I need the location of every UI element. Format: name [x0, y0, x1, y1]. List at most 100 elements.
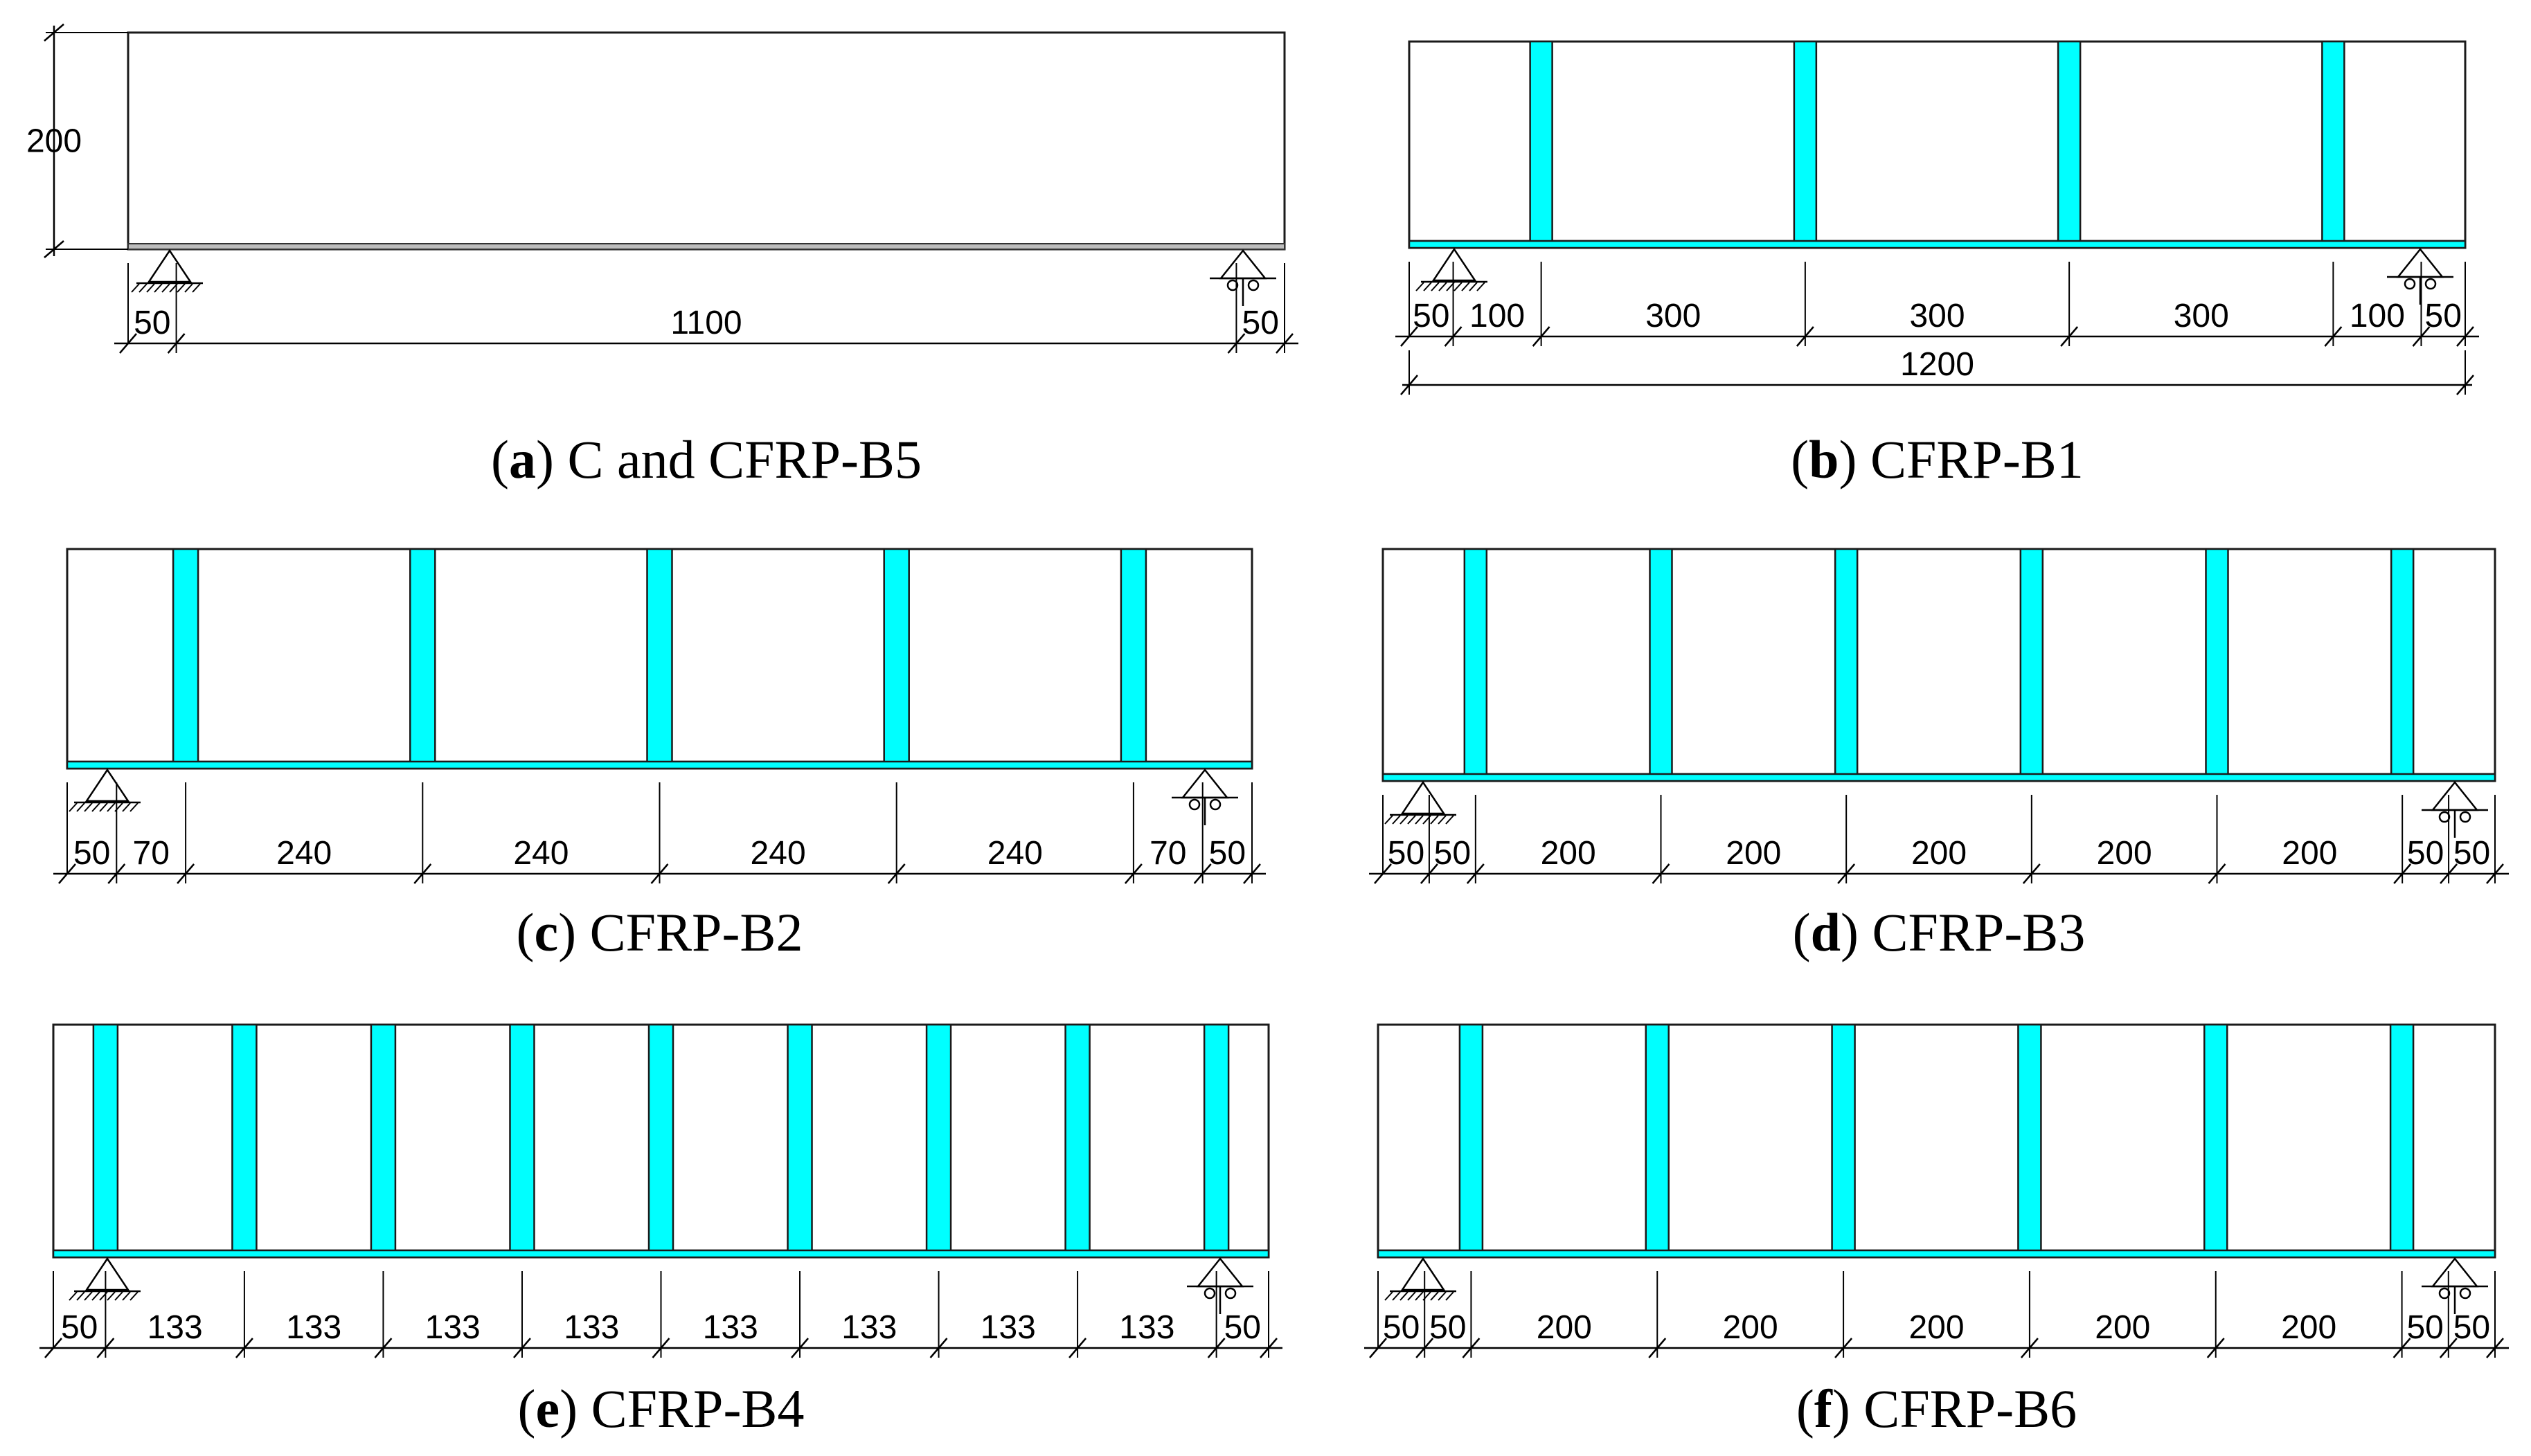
panel-caption: (b) CFRP-B1 — [1791, 429, 2084, 489]
dimension-label: 200 — [1723, 1309, 1778, 1346]
roller-support-icon — [2422, 780, 2488, 838]
cfrp-strip — [1458, 1023, 1484, 1259]
dimension-label: 133 — [1119, 1309, 1174, 1346]
dimension-label: 50 — [1434, 835, 1471, 872]
dimension-label: 100 — [1469, 298, 1525, 334]
cfrp-strip — [2057, 40, 2082, 249]
dimension-label: 50 — [73, 835, 110, 872]
dimension-label: 200 — [2281, 1309, 2336, 1346]
dimension-label: 50 — [61, 1309, 98, 1346]
cfrp-strip — [1203, 1023, 1230, 1259]
dimension-label: 50 — [2407, 835, 2444, 872]
roller-support-icon — [1210, 249, 1276, 306]
beam-outline — [1377, 1023, 2496, 1259]
dimension-label: 240 — [751, 835, 806, 872]
dimension-label: 133 — [147, 1309, 203, 1346]
dimension-label: 240 — [513, 835, 569, 872]
beam-outline — [1381, 548, 2496, 782]
dimension-tick — [44, 24, 64, 42]
caption-letter: c — [535, 902, 559, 962]
pin-support-icon — [1415, 247, 1487, 291]
roller-support-icon — [1172, 768, 1238, 825]
bottom-reinforcement — [127, 243, 1285, 250]
panel-c: 50 70 240 240 240 240 70 50 (c) CFRP-B2 — [53, 548, 1266, 962]
panel-a: 50 1100 50 200 (a) C and CFRP-B5 — [26, 24, 1298, 489]
dimension-label: 200 — [1908, 1309, 1964, 1346]
dimension-label: 133 — [425, 1309, 481, 1346]
panel-d: 50 50 200 200 200 200 200 50 50(d) CFRP-B3 — [1369, 548, 2509, 962]
cfrp-strip — [370, 1023, 397, 1259]
pin-support-icon — [69, 768, 141, 812]
dimension-tick — [44, 240, 64, 258]
dimension-label: 50 — [2453, 1309, 2490, 1346]
dimension-label: 300 — [2174, 298, 2229, 334]
cfrp-strip — [2389, 1023, 2415, 1259]
caption-letter: f — [1814, 1378, 1833, 1439]
dimension-label: 200 — [1726, 835, 1781, 872]
panel-b: 50 100 300 300 300 100 50 1200 (b) CFRP-B1 — [1395, 40, 2479, 489]
dimension-label: 50 — [2406, 1309, 2443, 1346]
panel-caption: (a) C and CFRP-B5 — [491, 429, 922, 489]
cfrp-strip — [409, 548, 436, 770]
dimension-label: 1100 — [670, 305, 742, 341]
dimension-label: 300 — [1645, 298, 1701, 334]
dimension-label: 200 — [1911, 835, 1967, 872]
cfrp-strip — [1834, 548, 1859, 782]
dimension-label: 50 — [2425, 298, 2462, 334]
cfrp-strip — [1064, 1023, 1091, 1259]
pin-support-icon — [131, 249, 203, 293]
dimension-label: 100 — [2350, 298, 2405, 334]
dimension-label: 50 — [2453, 835, 2490, 872]
dimension-label: 50 — [1383, 1309, 1420, 1346]
cfrp-strip — [1793, 40, 1818, 249]
bottom-cfrp-band-overlay — [66, 760, 1253, 770]
cfrp-strip — [647, 1023, 674, 1259]
caption-letter: a — [509, 429, 536, 489]
cfrp-strip — [1463, 548, 1488, 782]
panel-caption: (d) CFRP-B3 — [1793, 902, 2086, 962]
dimension-label: 70 — [1150, 835, 1186, 872]
dimension-label: 200 — [2095, 1309, 2150, 1346]
dimension-label: 70 — [133, 835, 170, 872]
pin-support-icon — [1384, 1257, 1456, 1301]
dimension-label: 240 — [987, 835, 1043, 872]
cfrp-strip — [925, 1023, 952, 1259]
dimension-label: 133 — [981, 1309, 1036, 1346]
cfrp-strip — [1649, 548, 1673, 782]
beam-outline — [127, 31, 1286, 251]
cfrp-strip — [2203, 1023, 2228, 1259]
height-label: 200 — [26, 123, 82, 160]
bottom-cfrp-band-overlay — [1381, 773, 2496, 782]
cfrp-strip — [1120, 548, 1147, 770]
dimension-label: 133 — [703, 1309, 758, 1346]
dimension-label: 50 — [1429, 1309, 1466, 1346]
bottom-cfrp-band-overlay — [52, 1249, 1270, 1259]
roller-support-icon — [2422, 1257, 2488, 1314]
dimension-label: 200 — [2282, 835, 2337, 872]
dimension-label: 50 — [1413, 298, 1449, 334]
cfrp-strip — [92, 1023, 119, 1259]
cfrp-strip — [2017, 1023, 2042, 1259]
roller-support-icon — [1187, 1257, 1253, 1314]
cfrp-strip — [787, 1023, 813, 1259]
dimension-label: 200 — [1537, 1309, 1592, 1346]
cfrp-strip — [172, 548, 199, 770]
dimension-label: 50 — [1209, 835, 1246, 872]
dimension-label: 133 — [286, 1309, 341, 1346]
cfrp-strip — [883, 548, 910, 770]
cfrp-strip — [231, 1023, 258, 1259]
beam-outline — [1408, 40, 2467, 249]
cfrp-strip — [1831, 1023, 1856, 1259]
cfrp-strip — [2390, 548, 2415, 782]
cfrp-strip — [1529, 40, 1553, 249]
cfrp-strip — [509, 1023, 535, 1259]
cfrp-strip — [2205, 548, 2229, 782]
dimension-label: 133 — [564, 1309, 619, 1346]
roller-support-icon — [2387, 247, 2453, 305]
cfrp-strip — [1645, 1023, 1670, 1259]
panel-caption: (f) CFRP-B6 — [1796, 1378, 2077, 1439]
bottom-cfrp-band-overlay — [1408, 240, 2467, 249]
panel-f: 50 50 200 200 200 200 200 50 50(f) CFRP-B6 — [1364, 1023, 2509, 1439]
dimension-label: 50 — [134, 305, 170, 341]
